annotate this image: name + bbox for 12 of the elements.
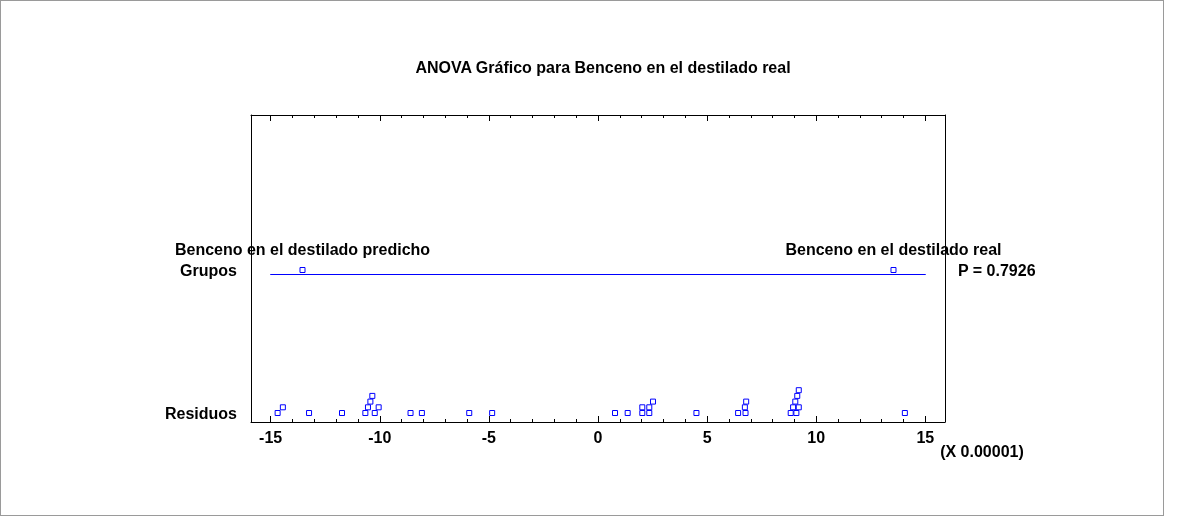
chart-title: ANOVA Gráfico para Benceno en el destilado real	[415, 58, 791, 76]
x-tick-label: -15	[259, 428, 283, 446]
y-tick-label: Grupos	[180, 261, 238, 279]
x-tick-label: 0	[593, 428, 603, 446]
x-tick-label: -5	[481, 428, 497, 446]
x-axis-title: (X 0.00001)	[940, 442, 1024, 460]
x-tick-label: 10	[807, 428, 826, 446]
x-tick-label: 15	[916, 428, 935, 446]
y-tick-label: Residuos	[164, 404, 238, 422]
x-tick-label: -10	[368, 428, 392, 446]
x-tick-label: 5	[702, 428, 712, 446]
text: P = 0.7926	[958, 261, 1036, 279]
